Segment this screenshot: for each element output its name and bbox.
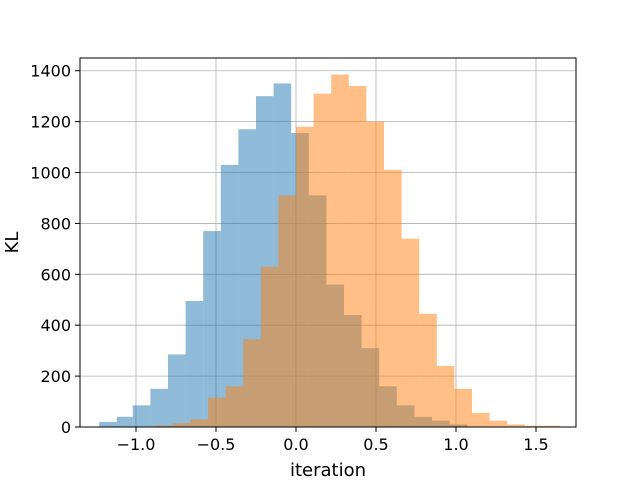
histogram-bar [220, 164, 239, 427]
histogram-bar [331, 74, 349, 427]
histogram-bar [489, 420, 508, 427]
histogram-bar [243, 339, 261, 427]
histogram-bars [99, 74, 560, 428]
x-tick-label: −0.5 [197, 435, 236, 454]
histogram-bar [313, 93, 332, 427]
y-tick-label: 800 [40, 214, 71, 233]
axis-ticks: −1.0 −0.5 0.0 0.5 1.0 1.5 0 200 400 600 800 1000 120… [30, 62, 548, 454]
histogram-bar [507, 424, 525, 427]
histogram-bar [384, 169, 402, 427]
histogram-bar [208, 397, 226, 427]
histogram-bar [168, 354, 186, 427]
histogram-bar [542, 425, 560, 427]
x-axis-label: iteration [290, 460, 366, 480]
y-tick-label: 200 [40, 367, 71, 386]
x-tick-label: −1.0 [117, 435, 156, 454]
histogram-bar [366, 121, 384, 427]
x-tick-label: 1.0 [443, 435, 468, 454]
y-tick-label: 0 [61, 418, 71, 437]
histogram-bar [260, 266, 279, 427]
histogram-bar [150, 388, 168, 427]
histogram-bar [190, 419, 208, 427]
histogram-bar [296, 126, 314, 428]
histogram-bar [524, 425, 543, 427]
histogram-bar [401, 238, 420, 427]
histogram-bar [132, 405, 151, 427]
y-tick-label: 1000 [30, 164, 71, 183]
y-tick-label: 600 [40, 265, 71, 284]
x-tick-label: 0.0 [283, 435, 308, 454]
y-tick-label: 400 [40, 316, 71, 335]
histogram-bar [278, 195, 296, 427]
histogram-bar [155, 425, 173, 427]
y-axis-label: KL [2, 232, 23, 254]
plot-frame [79, 57, 577, 428]
histogram-bar [436, 365, 455, 427]
y-tick-label: 1200 [30, 113, 71, 132]
histogram-bar [454, 388, 472, 427]
histogram-bar [185, 301, 204, 427]
y-tick-label: 1400 [30, 62, 71, 81]
x-tick-label: 0.5 [363, 435, 388, 454]
histogram-bar [419, 313, 437, 427]
histogram-bar [99, 421, 117, 427]
x-tick-label: 1.5 [523, 435, 548, 454]
series-1-bars [155, 74, 560, 428]
histogram-bar [225, 386, 244, 427]
histogram-bar [472, 413, 490, 427]
histogram-bar [348, 85, 367, 427]
histogram-bar [172, 423, 191, 427]
histogram-bar [203, 231, 221, 427]
histogram-bar [116, 416, 133, 427]
